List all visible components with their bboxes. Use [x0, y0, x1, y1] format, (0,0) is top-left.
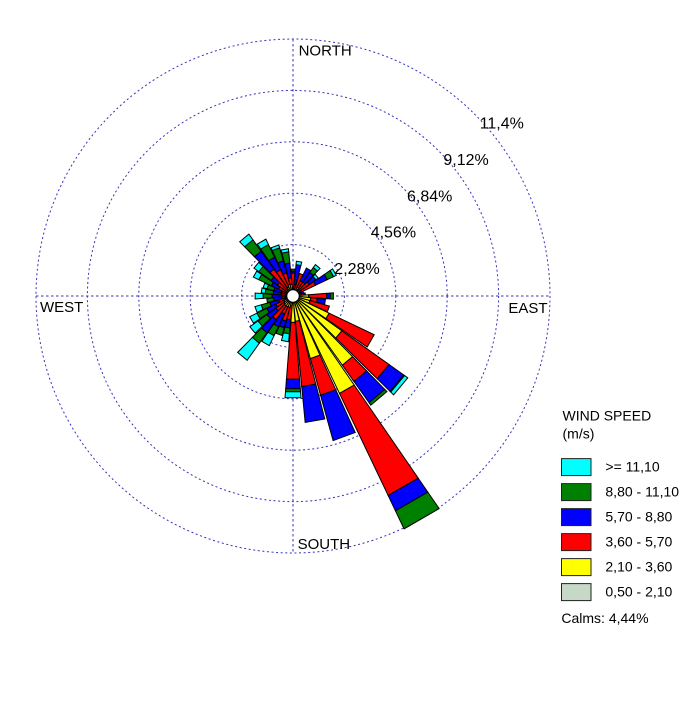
svg-text:4,56%: 4,56% — [371, 225, 416, 242]
svg-text:(m/s): (m/s) — [563, 426, 595, 442]
svg-text:NORTH: NORTH — [299, 42, 352, 59]
svg-text:>= 11,10: >= 11,10 — [605, 459, 659, 475]
svg-text:EAST: EAST — [508, 300, 547, 317]
svg-text:Calms: 4,44%: Calms: 4,44% — [561, 610, 648, 626]
svg-text:0,50 - 2,10: 0,50 - 2,10 — [605, 584, 672, 600]
svg-text:SOUTH: SOUTH — [298, 536, 351, 553]
svg-text:2,28%: 2,28% — [334, 261, 379, 278]
svg-text:2,10 - 3,60: 2,10 - 3,60 — [605, 559, 672, 575]
svg-text:8,80 - 11,10: 8,80 - 11,10 — [605, 484, 679, 500]
svg-text:9,12%: 9,12% — [443, 152, 488, 169]
svg-text:3,60 - 5,70: 3,60 - 5,70 — [605, 534, 672, 550]
svg-text:11,4%: 11,4% — [480, 116, 524, 133]
svg-text:WEST: WEST — [40, 299, 83, 316]
svg-text:5,70 - 8,80: 5,70 - 8,80 — [605, 509, 672, 525]
svg-text:WIND SPEED: WIND SPEED — [563, 408, 652, 424]
svg-text:6,84%: 6,84% — [407, 188, 452, 205]
